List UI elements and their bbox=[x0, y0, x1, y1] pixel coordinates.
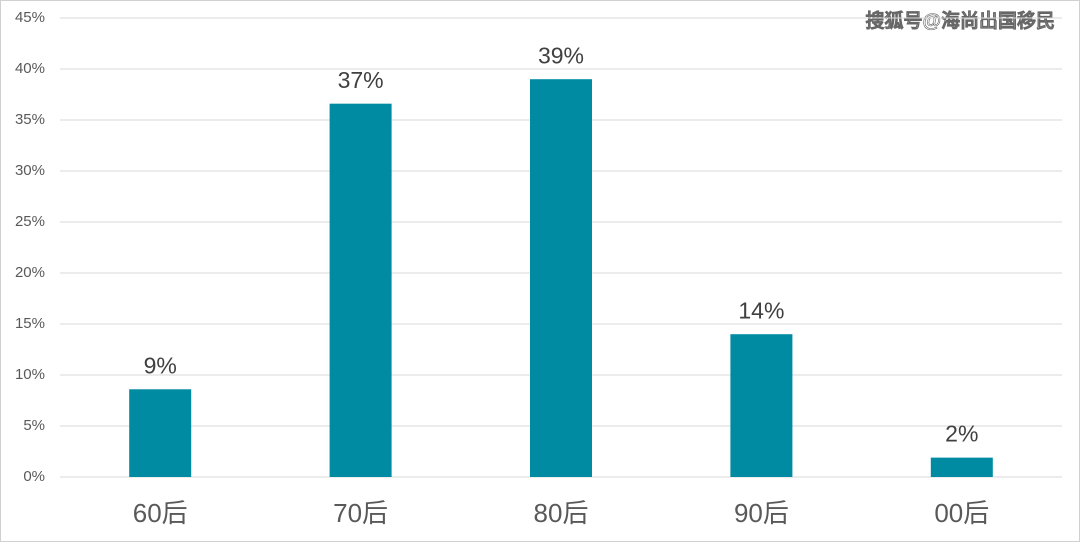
bar bbox=[329, 103, 392, 478]
bar bbox=[530, 79, 592, 477]
watermark: 搜狐号@海尚出国移民 bbox=[865, 9, 1055, 32]
x-tick-label: 80后 bbox=[534, 498, 589, 528]
y-tick-label: 20% bbox=[15, 264, 45, 281]
y-tick-label: 30% bbox=[15, 162, 45, 179]
y-tick-label: 15% bbox=[15, 315, 45, 332]
value-label: 9% bbox=[144, 352, 177, 378]
value-label: 2% bbox=[945, 421, 978, 447]
value-label: 39% bbox=[538, 42, 584, 68]
bar bbox=[930, 457, 993, 477]
value-label: 14% bbox=[738, 297, 784, 323]
y-tick-label: 5% bbox=[23, 417, 45, 434]
x-tick-label: 70后 bbox=[333, 498, 388, 528]
bar bbox=[129, 389, 192, 477]
value-label: 37% bbox=[338, 67, 384, 93]
x-tick-label: 00后 bbox=[934, 498, 989, 528]
x-tick-label: 60后 bbox=[133, 498, 188, 528]
y-tick-label: 25% bbox=[15, 213, 45, 230]
bar bbox=[730, 334, 793, 477]
y-tick-label: 45% bbox=[15, 9, 45, 26]
x-tick-label: 90后 bbox=[734, 498, 789, 528]
y-tick-label: 10% bbox=[15, 366, 45, 383]
y-tick-label: 35% bbox=[15, 111, 45, 128]
y-tick-label: 0% bbox=[23, 468, 45, 485]
y-tick-label: 40% bbox=[15, 60, 45, 77]
